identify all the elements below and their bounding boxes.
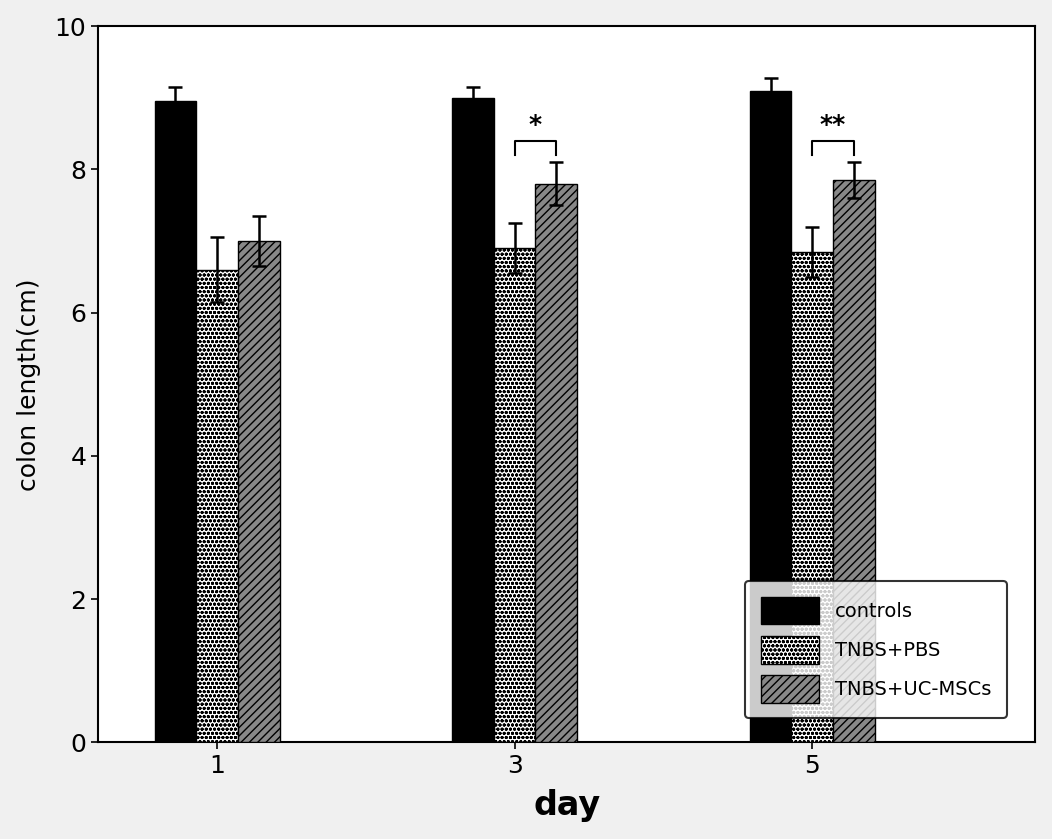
Text: *: * xyxy=(529,113,542,138)
Legend: controls, TNBS+PBS, TNBS+UC-MSCs: controls, TNBS+PBS, TNBS+UC-MSCs xyxy=(746,581,1007,718)
Bar xyxy=(750,91,791,743)
Bar xyxy=(197,269,238,743)
Bar xyxy=(833,180,874,743)
Bar xyxy=(493,248,535,743)
Bar xyxy=(155,102,197,743)
X-axis label: day: day xyxy=(533,789,601,822)
Bar xyxy=(535,184,578,743)
Bar xyxy=(452,98,493,743)
Text: **: ** xyxy=(820,113,846,138)
Bar xyxy=(238,241,280,743)
Bar xyxy=(791,252,833,743)
Y-axis label: colon length(cm): colon length(cm) xyxy=(17,278,41,491)
